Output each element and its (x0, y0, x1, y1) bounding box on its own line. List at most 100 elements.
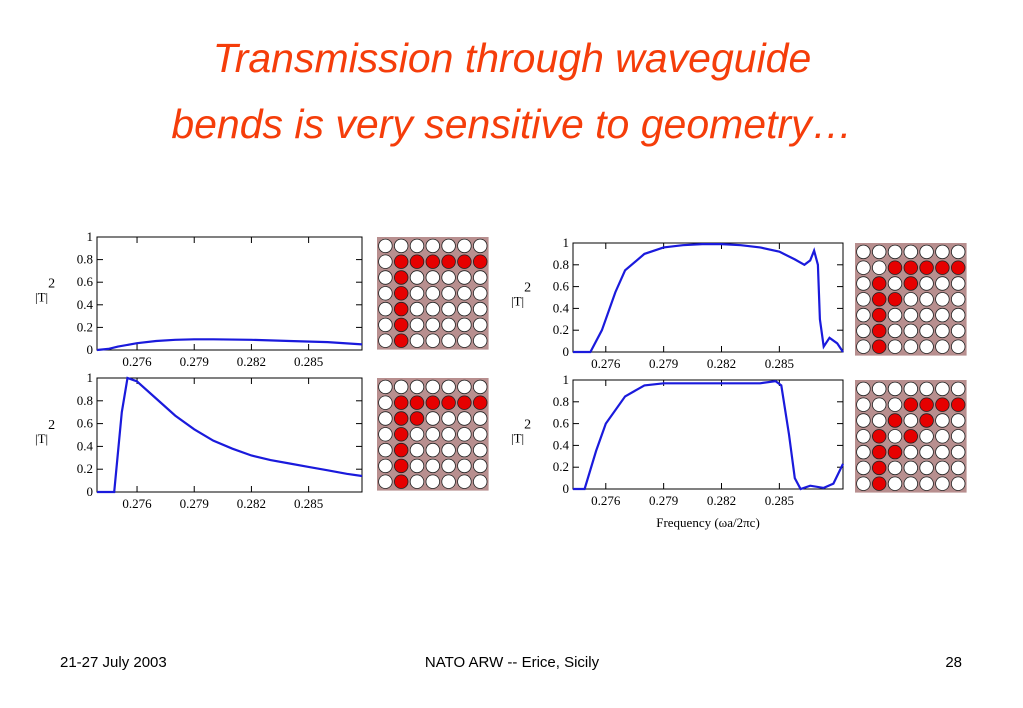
x-tick-label: 0.276 (591, 356, 621, 371)
y-tick-label: 0.2 (77, 461, 93, 476)
lattice-rod (378, 238, 393, 254)
lattice-rod (425, 458, 441, 474)
x-tick-label: 0.285 (765, 356, 794, 371)
lattice-rod (394, 458, 409, 474)
lattice-rod (903, 429, 919, 444)
lattice-rod (856, 381, 871, 397)
lattice-rod (473, 442, 488, 458)
lattice-rod (951, 429, 966, 444)
lattice-rod (887, 413, 903, 428)
lattice-rod (394, 301, 409, 317)
lattice-rod (935, 339, 950, 354)
lattice-rod (378, 301, 393, 317)
lattice-rod (951, 292, 966, 307)
y-axis-label-sup: 2 (48, 418, 55, 433)
lattice-rod (903, 397, 919, 412)
lattice-rod (935, 444, 950, 460)
lattice-rod (887, 323, 903, 339)
x-tick-label: 0.279 (180, 354, 209, 369)
lattice-rod (887, 260, 903, 275)
lattice-rod (378, 333, 393, 348)
lattice-rod (378, 427, 393, 442)
lattice-rod (903, 292, 919, 307)
lattice-rod (887, 460, 903, 476)
lattice-rod (872, 339, 887, 354)
lattice-rod (425, 411, 441, 426)
lattice-rod (409, 301, 425, 317)
lattice-rod (919, 307, 934, 323)
lattice-rod (919, 397, 934, 412)
lattice-rod (951, 323, 966, 339)
lattice-rod (394, 427, 409, 442)
x-tick-label: 0.279 (649, 493, 678, 508)
y-axis-label-sup: 2 (48, 277, 55, 292)
lattice-rod (473, 286, 488, 301)
lattice-rod (457, 333, 472, 348)
lattice-rod (409, 286, 425, 301)
lattice-rod (856, 323, 871, 339)
lattice-rod (856, 397, 871, 412)
lattice-rod (856, 307, 871, 323)
lattice-rod (394, 238, 409, 254)
lattice-rod (872, 307, 887, 323)
x-tick-label: 0.276 (122, 496, 152, 511)
lattice-rod (457, 286, 472, 301)
lattice-rod (425, 301, 441, 317)
lattice-rod (425, 333, 441, 348)
lattice-rod (425, 395, 441, 410)
lattice-rod (473, 427, 488, 442)
x-tick-label: 0.282 (237, 354, 266, 369)
lattice-rod (919, 339, 934, 354)
lattice-rod (951, 260, 966, 275)
lattice-rod (441, 442, 456, 458)
lattice-rod (378, 458, 393, 474)
lattice-rod (903, 476, 919, 491)
x-tick-label: 0.279 (180, 496, 209, 511)
lattice-rod (919, 381, 934, 397)
lattice-rod (856, 476, 871, 491)
lattice-rod (903, 460, 919, 476)
y-tick-label: 0.6 (553, 279, 570, 294)
lattice-rod (441, 317, 456, 333)
curve (573, 243, 844, 354)
y-tick-label: 0 (563, 344, 570, 359)
curve (96, 338, 363, 352)
lattice-rod (394, 254, 409, 269)
lattice-rod (872, 260, 887, 275)
lattice-rod (473, 238, 488, 254)
lattice-rod (935, 397, 950, 412)
y-tick-label: 0 (87, 484, 94, 499)
y-tick-label: 0.2 (77, 319, 93, 334)
lattice-rod (887, 307, 903, 323)
x-tick-label: 0.276 (591, 493, 621, 508)
lattice-rod (872, 476, 887, 491)
curve (573, 379, 844, 491)
lattice-rod (425, 270, 441, 285)
lattice-rod (425, 474, 441, 489)
lattice-rod (856, 244, 871, 260)
lattice-rod (409, 411, 425, 426)
y-tick-label: 0.8 (77, 393, 93, 408)
lattice-rod (457, 395, 472, 410)
lattice-rod (378, 317, 393, 333)
lattice-rod (441, 254, 456, 269)
y-tick-label: 0.6 (553, 416, 570, 431)
lattice-rod (394, 395, 409, 410)
lattice-rod (425, 442, 441, 458)
lattice-rod (473, 458, 488, 474)
lattice-rod (394, 333, 409, 348)
lattice-rod (935, 381, 950, 397)
lattice-rod (887, 244, 903, 260)
lattice-rod (394, 379, 409, 395)
lattice-rod (441, 286, 456, 301)
lattice-rod (935, 460, 950, 476)
lattice-rod (457, 238, 472, 254)
lattice-rod (409, 395, 425, 410)
lattice-rod (935, 244, 950, 260)
lattice-rod (441, 270, 456, 285)
lattice-rod (441, 474, 456, 489)
lattice-rod (856, 429, 871, 444)
lattice-rod (951, 397, 966, 412)
y-axis-label-main: |T| (511, 294, 524, 309)
